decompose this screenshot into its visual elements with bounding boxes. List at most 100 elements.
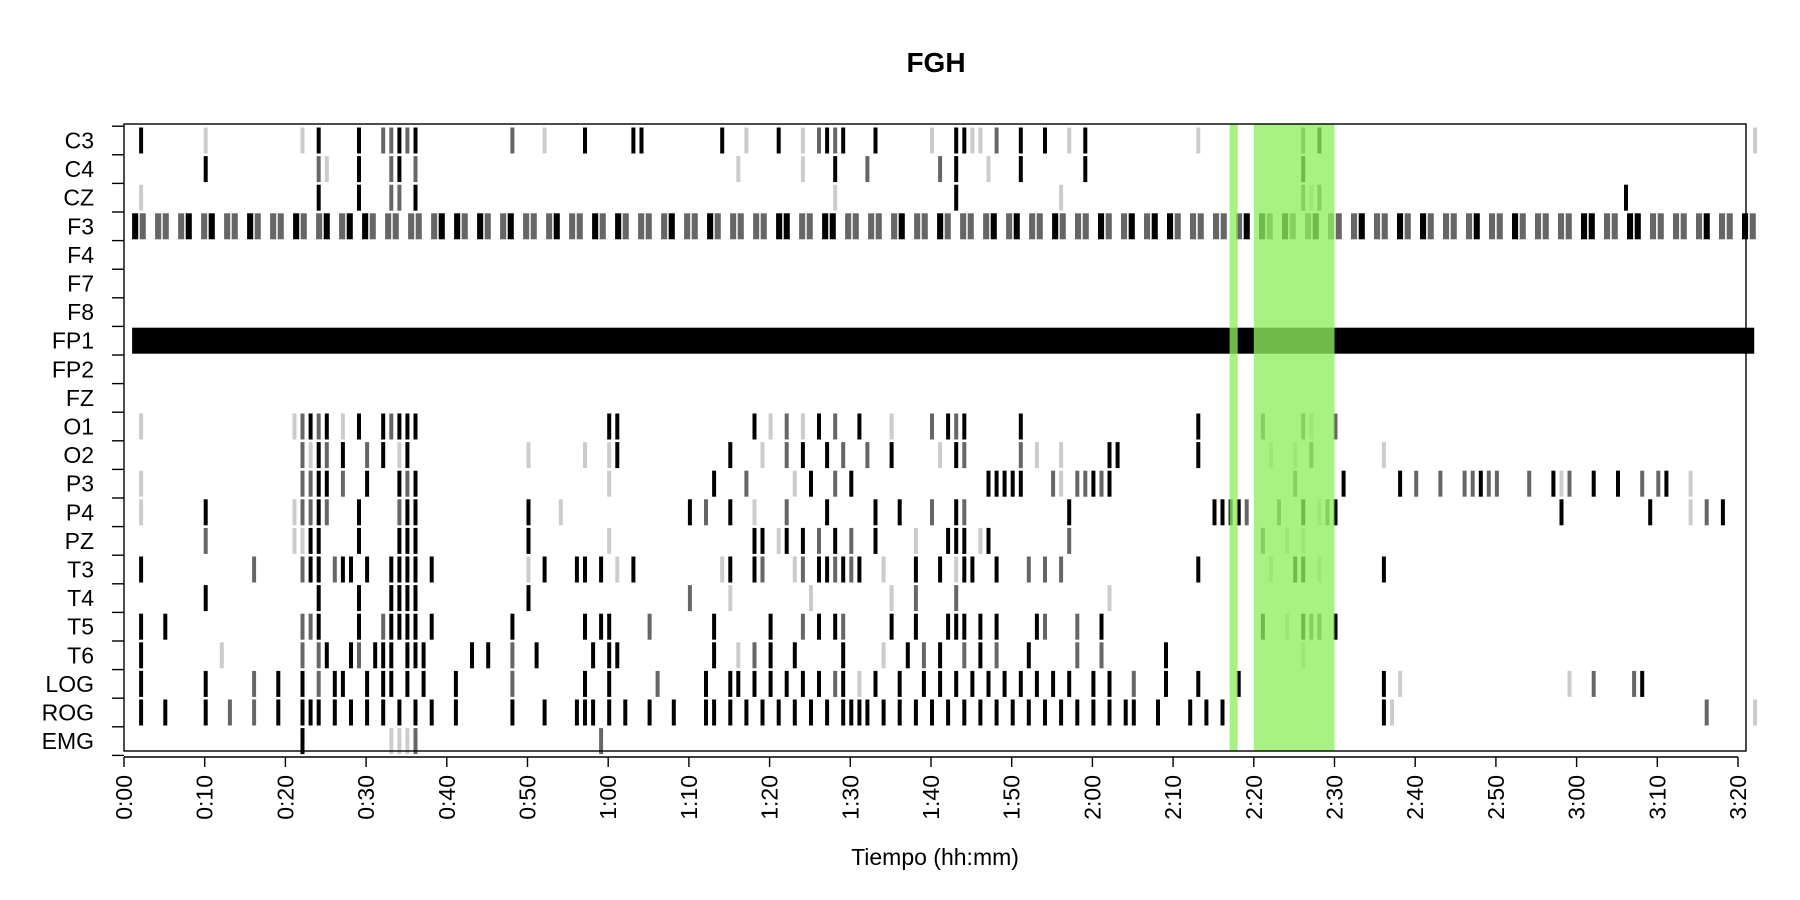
event-bar [1006,213,1013,240]
event-bar [881,699,886,726]
event-bar [1374,213,1381,240]
event-bar [799,213,806,240]
event-bar [300,442,305,469]
event-bar [938,442,943,469]
event-bar [1026,642,1031,669]
event-bar [323,213,330,240]
event-bar [623,699,628,726]
event-bar [316,699,321,726]
event-bar [1478,470,1483,497]
event-bar [978,699,983,726]
event-bar [962,499,967,526]
event-bar [1398,670,1403,697]
event-bar [954,585,959,612]
event-bar [484,213,491,240]
event-bar [829,213,836,240]
event-bar [752,413,757,440]
event-bar [817,413,821,440]
event-bar [865,156,870,183]
event-bar [224,213,231,240]
event-bar [316,127,321,154]
event-bar [340,442,345,469]
series-ROG [139,699,1758,726]
event-bar [833,527,838,554]
event-bar [308,413,313,440]
event-bar [730,213,737,240]
event-bar [881,556,886,583]
event-bar [1616,470,1620,497]
y-tick-label: O1 [63,414,94,440]
event-bar [1656,470,1661,497]
event-bar [946,613,951,640]
event-bar [784,442,789,469]
event-bar [316,613,321,640]
event-bar [645,213,652,240]
event-bar [300,670,305,697]
x-tick-label: 1:10 [676,775,702,820]
event-bar [962,642,967,669]
event-bar [1333,613,1338,640]
event-bar [139,699,144,726]
event-bar [720,556,725,583]
x-tick-label: 0:40 [434,775,460,820]
event-bar [1002,470,1007,497]
event-bar [1486,470,1491,497]
x-tick-label: 1:20 [757,775,783,820]
event-bar [381,613,386,640]
event-bar [825,442,830,469]
y-tick-label: C3 [65,128,94,154]
event-bar [357,127,361,154]
event-bar [421,642,426,669]
event-bar [203,670,208,697]
event-bar [454,213,461,240]
event-bar [1244,499,1249,526]
x-tick-label: 1:50 [999,775,1025,820]
event-bar [937,213,944,240]
event-bar [1648,499,1653,526]
event-bar [954,556,959,583]
x-tick-label: 0:00 [111,775,137,820]
event-bar [783,213,790,240]
y-tick-label: P3 [66,471,94,497]
event-bar [849,699,854,726]
series-T6 [139,642,1306,669]
event-bar [1512,213,1519,240]
event-bar [631,127,636,154]
event-bar [607,613,612,640]
event-bar [1018,413,1023,440]
event-bar [1542,213,1549,240]
event-bar [1236,213,1243,240]
event-bar [800,527,805,554]
event-bar [1105,213,1112,240]
event-bar [1018,156,1023,183]
event-bar [962,613,967,640]
event-bar [542,556,547,583]
event-bar [308,442,313,469]
event-bar [486,642,491,669]
event-bar [833,470,838,497]
series-T3 [139,556,1386,583]
event-bar [389,556,394,583]
event-bar [913,699,918,726]
event-bar [736,642,741,669]
event-bar [1010,470,1015,497]
y-tick-label: CZ [63,185,94,211]
event-bar [1704,499,1709,526]
event-bar [1098,213,1105,240]
event-bar [139,556,144,583]
event-bar [132,213,139,240]
event-bar [500,213,507,240]
event-bar [889,585,894,612]
event-bar [1156,699,1160,726]
event-bar [841,127,846,154]
event-bar [1236,670,1241,697]
series-CZ [139,184,1628,211]
event-bar [357,184,361,211]
event-bar [408,213,415,240]
event-bar [252,670,257,697]
event-bar [139,670,144,697]
event-bar [817,670,821,697]
event-bar [1197,213,1204,240]
event-bar [1026,556,1031,583]
event-bar [994,613,999,640]
